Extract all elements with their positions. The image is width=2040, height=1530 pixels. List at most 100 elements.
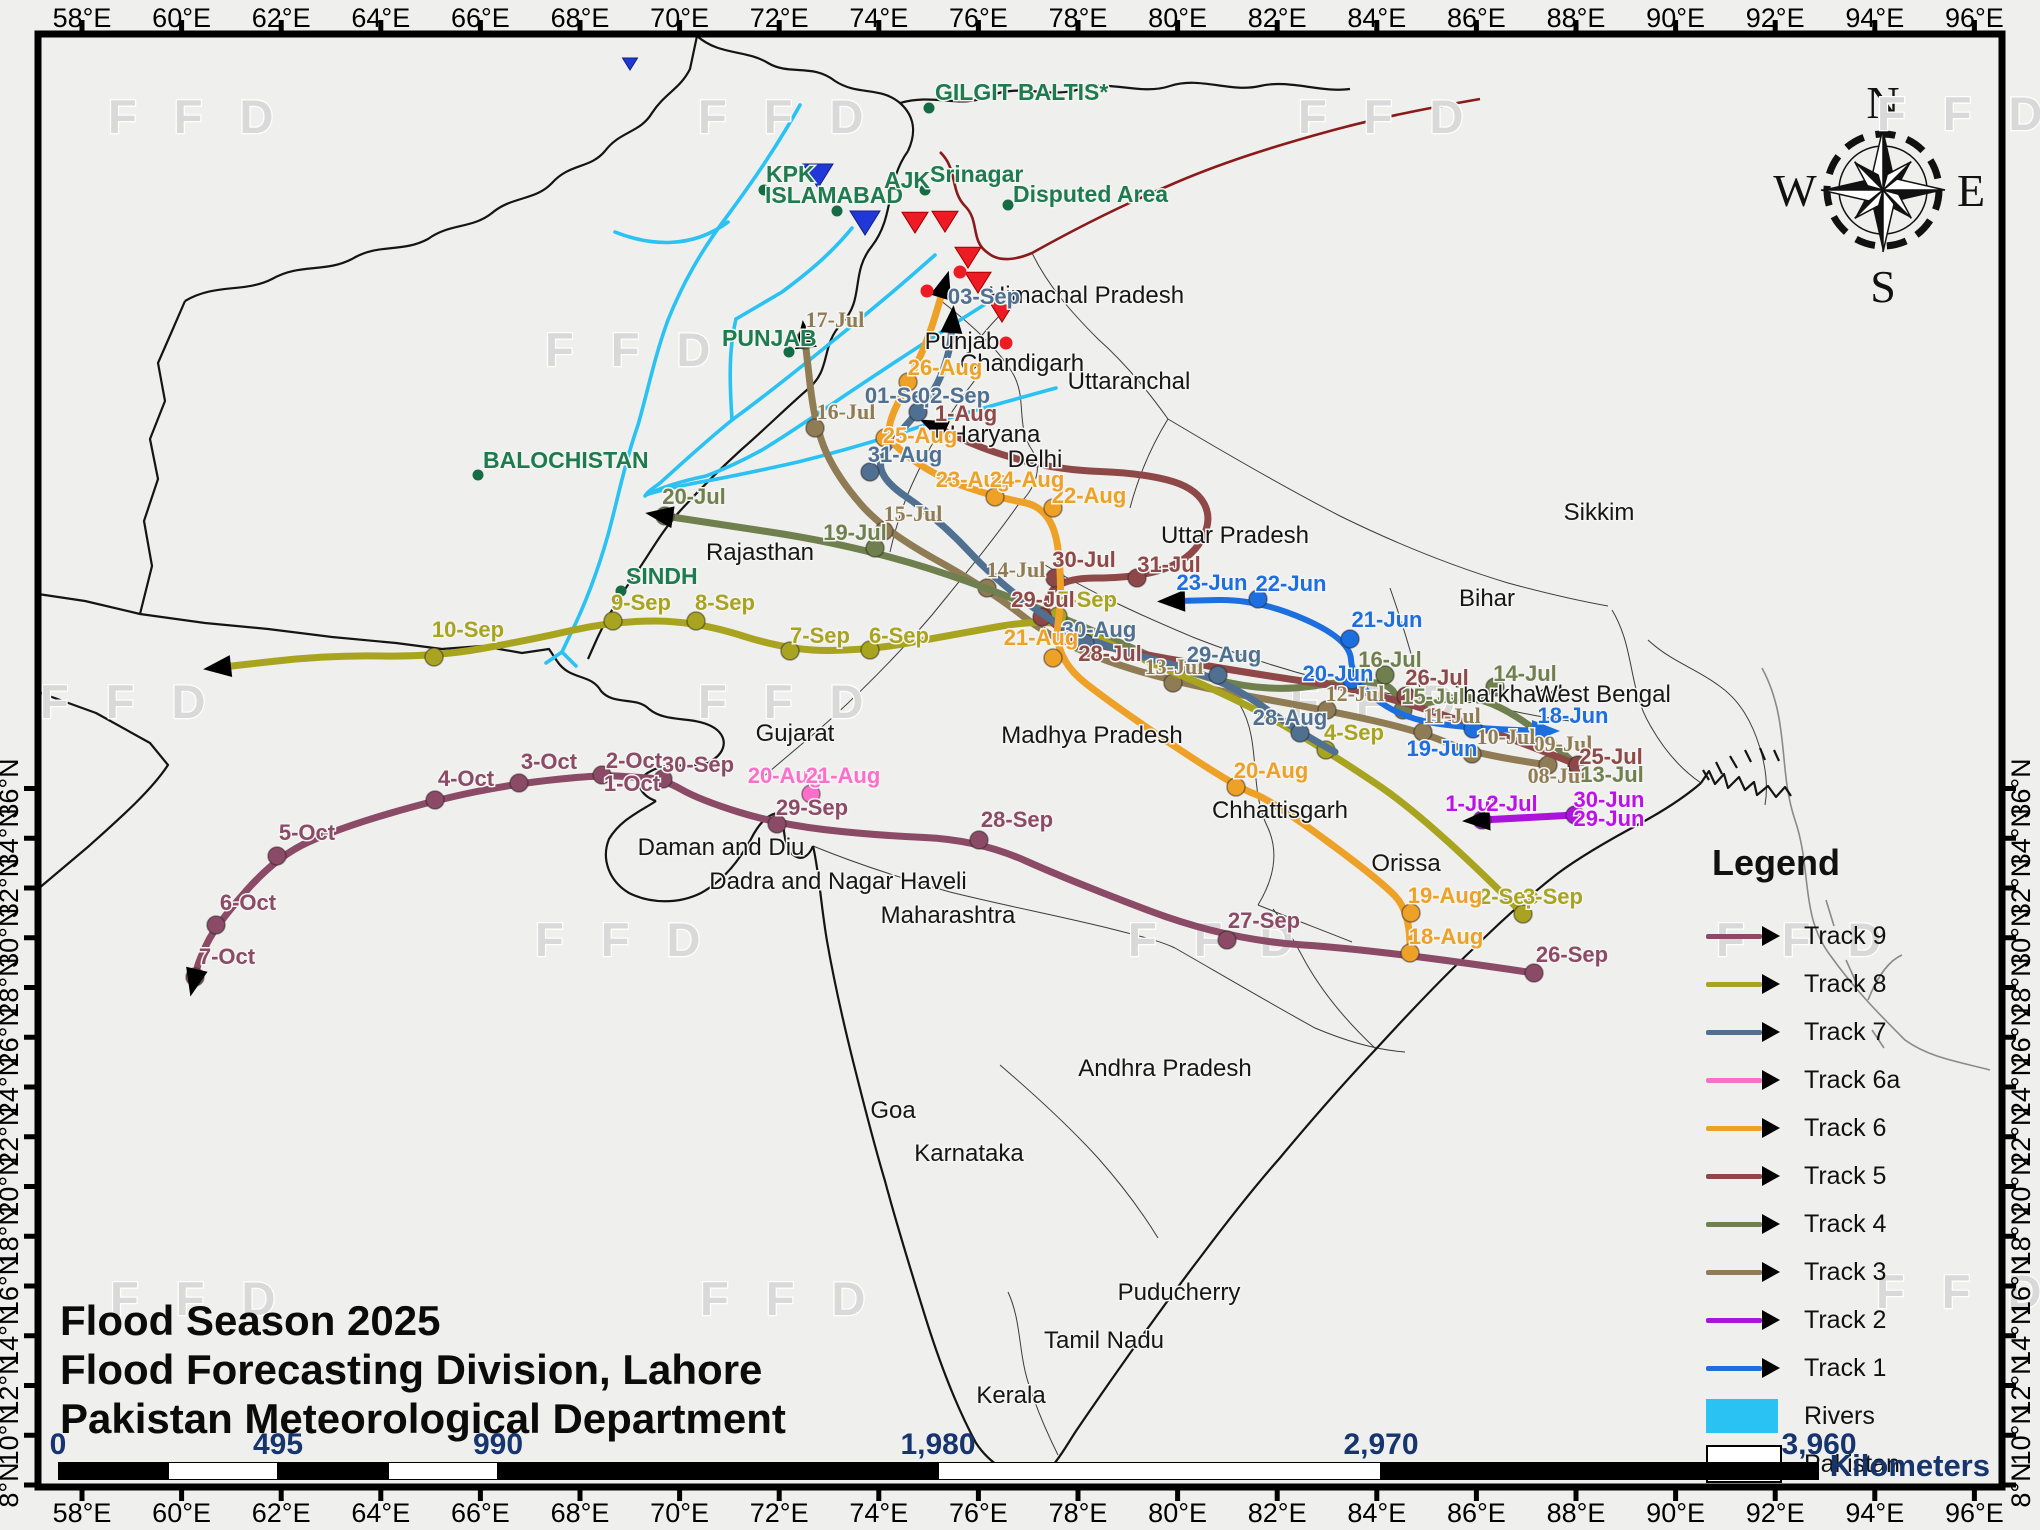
state-label-dadra-and-nagar-haveli: Dadra and Nagar Haveli xyxy=(709,868,966,895)
flood-site-red-triangle xyxy=(931,210,959,233)
state-label-sikkim: Sikkim xyxy=(1564,499,1635,526)
site-blue-triangle xyxy=(849,210,881,236)
track-3-date-label: 08-Jul xyxy=(1528,763,1587,788)
legend-entry-label: Track 7 xyxy=(1804,1017,1887,1046)
state-label-west-bengal: West Bengal xyxy=(1535,681,1671,708)
track-arrowhead xyxy=(1157,589,1186,612)
lon-label-bottom: 84°E xyxy=(1347,1498,1406,1528)
track-6-date-label: 18-Aug xyxy=(1409,924,1484,949)
legend-swatch xyxy=(1706,1399,1792,1433)
track-2-date-label: 2-Jul xyxy=(1486,791,1537,816)
coastline xyxy=(556,660,725,803)
track-8-point xyxy=(780,641,800,661)
track-1-point xyxy=(1463,719,1483,739)
lat-label-right: 28°N xyxy=(2006,957,2036,1017)
state-label-uttaranchal: Uttaranchal xyxy=(1068,368,1191,395)
title-block: Flood Season 2025 Flood Forecasting Divi… xyxy=(60,1296,786,1443)
river xyxy=(643,253,937,498)
legend-arrow-icon xyxy=(1762,1214,1780,1234)
national-border xyxy=(138,300,187,615)
province-label-sindh: SINDH xyxy=(626,563,698,589)
track-3-date-label: 13-Jul xyxy=(1145,654,1204,679)
province-label-gilgit-baltis-: GILGIT BALTIS* xyxy=(935,79,1108,105)
province-dot xyxy=(758,184,770,196)
province-dot xyxy=(831,205,843,217)
track-4-point xyxy=(1485,677,1505,697)
compass-rose: N S E W xyxy=(1773,77,1985,312)
track-3-date-label: 12-Jul xyxy=(1326,681,1385,706)
lon-label-bottom: 88°E xyxy=(1547,1498,1606,1528)
lat-label-left: 8°N xyxy=(0,1462,24,1507)
track-arrowhead xyxy=(919,419,950,442)
track-8-point xyxy=(424,647,444,667)
legend-entry-label: Track 6a xyxy=(1804,1065,1901,1094)
lat-label-right: 10°N xyxy=(2006,1405,2036,1465)
lat-label-right: 14°N xyxy=(2006,1306,2036,1366)
track-6-date-label: 22-Aug xyxy=(1052,483,1127,508)
lat-label-left: 26°N xyxy=(0,1007,24,1067)
ffd-watermark: F F D xyxy=(110,1272,287,1325)
national-border xyxy=(184,35,699,302)
track-8-date-label: 10-Sep xyxy=(432,617,504,642)
legend-entry-label: Track 3 xyxy=(1804,1257,1887,1286)
province-dot xyxy=(615,585,627,597)
track-7-date-label: 03-Sep xyxy=(948,284,1020,309)
track-9-point xyxy=(592,765,612,785)
track-6a xyxy=(801,784,821,804)
track-1-date-label: 19-Jun xyxy=(1407,736,1478,761)
lat-label-left: 12°N xyxy=(0,1355,24,1415)
lon-label-top: 82°E xyxy=(1248,3,1307,33)
lon-label-top: 62°E xyxy=(252,3,311,33)
track-9-point xyxy=(969,830,989,850)
state-border xyxy=(1129,418,1169,509)
lat-label-right: 22°N xyxy=(2006,1107,2036,1167)
lon-label-bottom: 74°E xyxy=(849,1498,908,1528)
track-7-date-label: 01-Sep xyxy=(865,383,937,408)
lat-label-right: 26°N xyxy=(2006,1007,2036,1067)
lon-label-bottom: 82°E xyxy=(1248,1498,1307,1528)
state-label-goa: Goa xyxy=(870,1097,916,1124)
track-arrowhead xyxy=(186,966,208,997)
site-red-dot xyxy=(953,265,967,279)
track-7-point xyxy=(1290,723,1310,743)
track-9-point xyxy=(509,773,529,793)
province-dot xyxy=(783,346,795,358)
legend-swatch xyxy=(1706,1445,1792,1483)
national-border xyxy=(696,35,915,152)
legend-entry-track-3: Track 3 xyxy=(1706,1248,2006,1296)
track-4-date-label: 19-Jul xyxy=(823,520,887,545)
track-9-date-label: 5-Oct xyxy=(279,820,336,845)
lat-label-right: 34°N xyxy=(2006,808,2036,868)
state-border xyxy=(1647,639,1767,806)
lat-label-left: 20°N xyxy=(0,1156,24,1216)
track-1-point xyxy=(1340,629,1360,649)
state-border xyxy=(1272,908,1377,1050)
track-3-date-label: 17-Jul xyxy=(806,307,865,332)
track-5-date-label: 25-Jul xyxy=(1579,744,1643,769)
lon-label-bottom: 68°E xyxy=(551,1498,610,1528)
track-5-date-label: 1-Aug xyxy=(935,401,997,426)
lat-label-left: 32°N xyxy=(0,858,24,918)
state-label-puducherry: Puducherry xyxy=(1118,1279,1241,1306)
track-8-path xyxy=(219,617,1527,918)
track-6a-point xyxy=(801,784,821,804)
legend-arrow-icon xyxy=(1762,1358,1780,1378)
legend-entry-label: Track 2 xyxy=(1804,1305,1887,1334)
province-dot xyxy=(1002,199,1014,211)
legend-entry-track-9: Track 9 xyxy=(1706,912,2006,960)
track-3-date-label: 15-Jul xyxy=(884,501,943,526)
flood-site-red-triangle xyxy=(901,211,929,234)
province-label-kpk: KPK xyxy=(766,161,815,187)
province-label-balochistan: BALOCHISTAN xyxy=(483,447,649,473)
track-arrowhead xyxy=(1532,720,1560,742)
flood-site-red-triangle xyxy=(988,300,1016,323)
coastline xyxy=(604,800,815,903)
track-3-point xyxy=(874,521,894,541)
state-border xyxy=(1389,587,1421,689)
province-label-punjab: PUNJAB xyxy=(722,325,817,351)
legend-swatch xyxy=(1706,1358,1792,1378)
track-3-date-label: 09-Jul xyxy=(1534,731,1593,756)
track-5-point xyxy=(1127,568,1147,588)
national-border xyxy=(586,150,909,660)
